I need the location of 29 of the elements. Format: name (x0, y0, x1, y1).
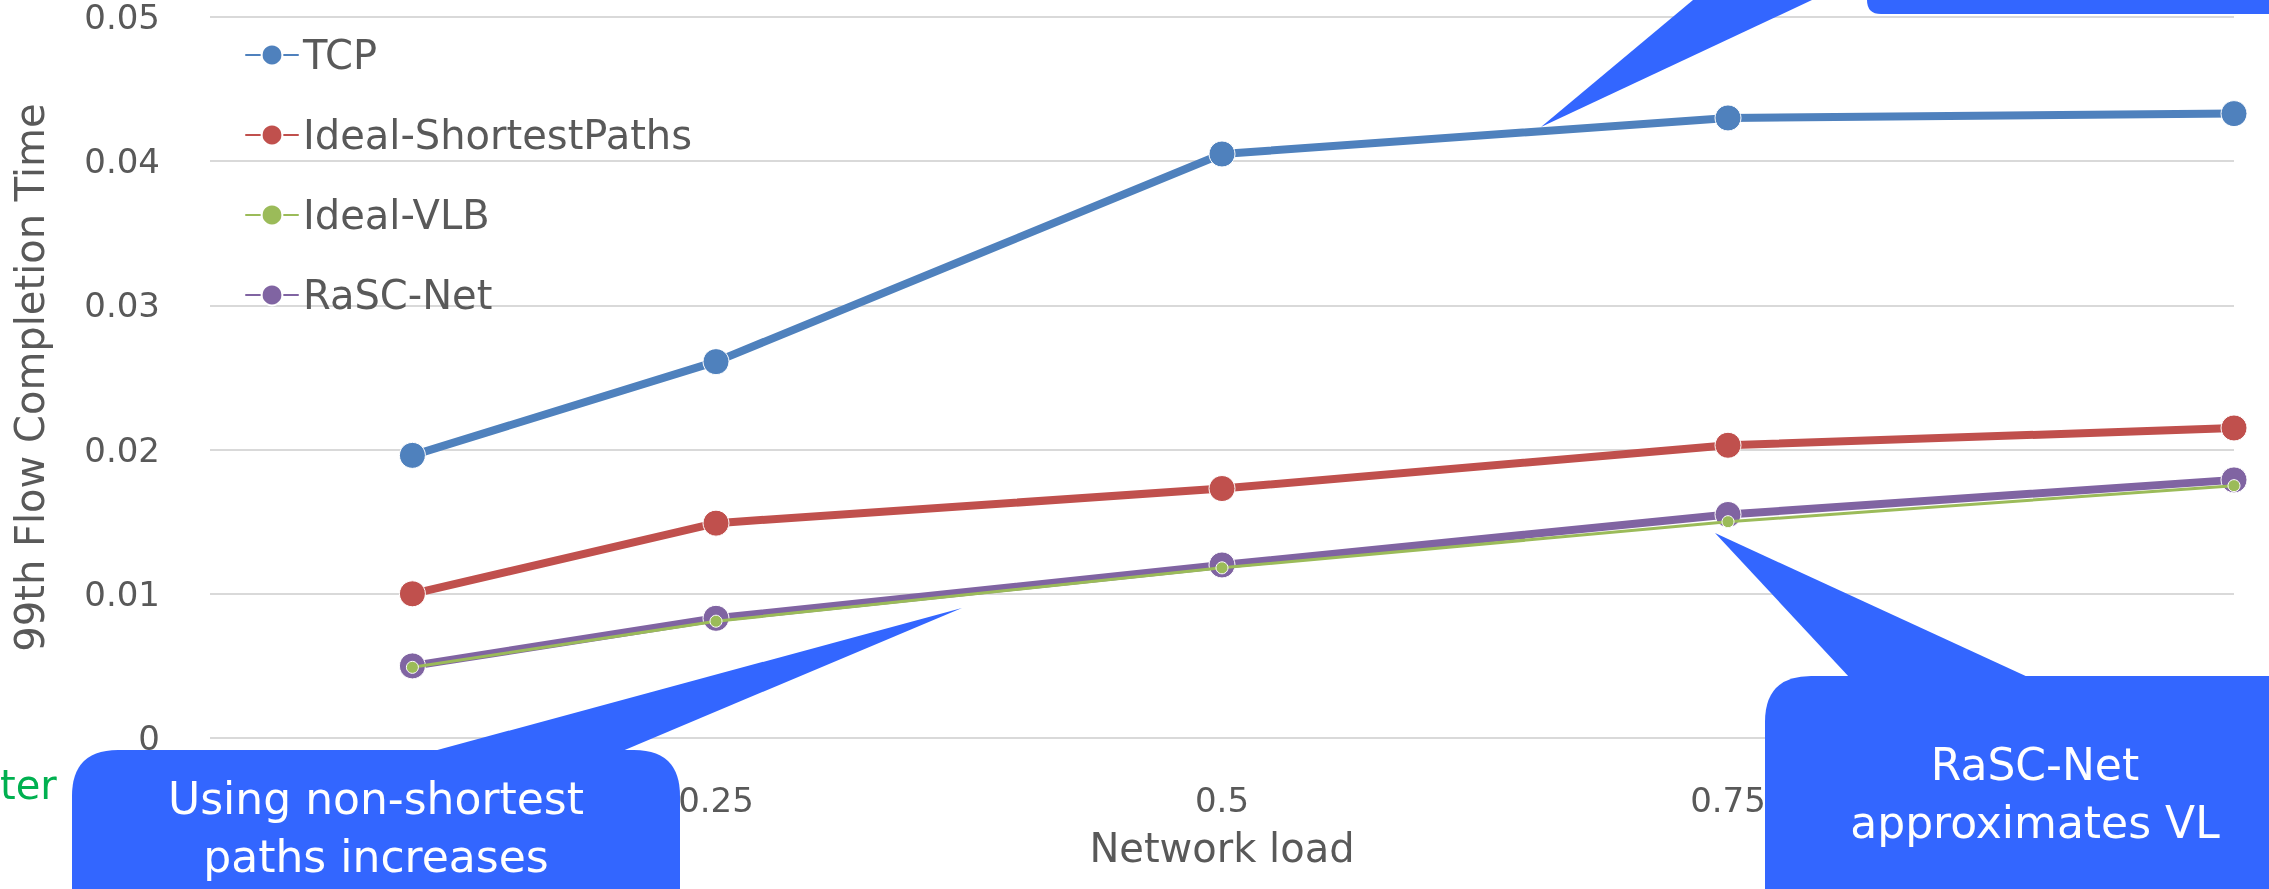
x-tick-label: 0.75 (1690, 780, 1766, 820)
text: ter (0, 762, 57, 808)
y-tick-label: 0.01 (84, 573, 160, 614)
x-tick-label: 0.5 (1194, 780, 1250, 820)
y-axis-title: 99th Flow Completion Time (7, 103, 53, 652)
point (1714, 431, 1742, 459)
text: Using non-shortest paths increases (166, 772, 585, 884)
x-tick-label: 0.25 (678, 780, 754, 820)
point (1714, 104, 1742, 132)
legend-label: Ideal-VLB (303, 192, 490, 238)
y-tick-label: 0.05 (84, 0, 160, 37)
point (398, 580, 426, 608)
point (1721, 515, 1735, 529)
point (702, 509, 730, 537)
point (1208, 140, 1236, 168)
y-tick-label: 0 (138, 718, 160, 758)
text: RaSC-Net approximates VL (1849, 738, 2221, 850)
point (1208, 475, 1236, 503)
y-tick-label: 0.02 (84, 429, 160, 470)
point (2220, 414, 2248, 442)
point (2220, 100, 2248, 128)
legend-label: TCP (302, 32, 378, 78)
legend-label: RaSC-Net (303, 272, 493, 318)
y-tick-label: 0.03 (84, 285, 160, 326)
point (702, 348, 730, 376)
point (398, 441, 426, 469)
y-tick-label: 0.04 (84, 141, 160, 182)
legend-label: Ideal-ShortestPaths (303, 112, 693, 158)
x-axis-title: Network load (1089, 825, 1355, 871)
